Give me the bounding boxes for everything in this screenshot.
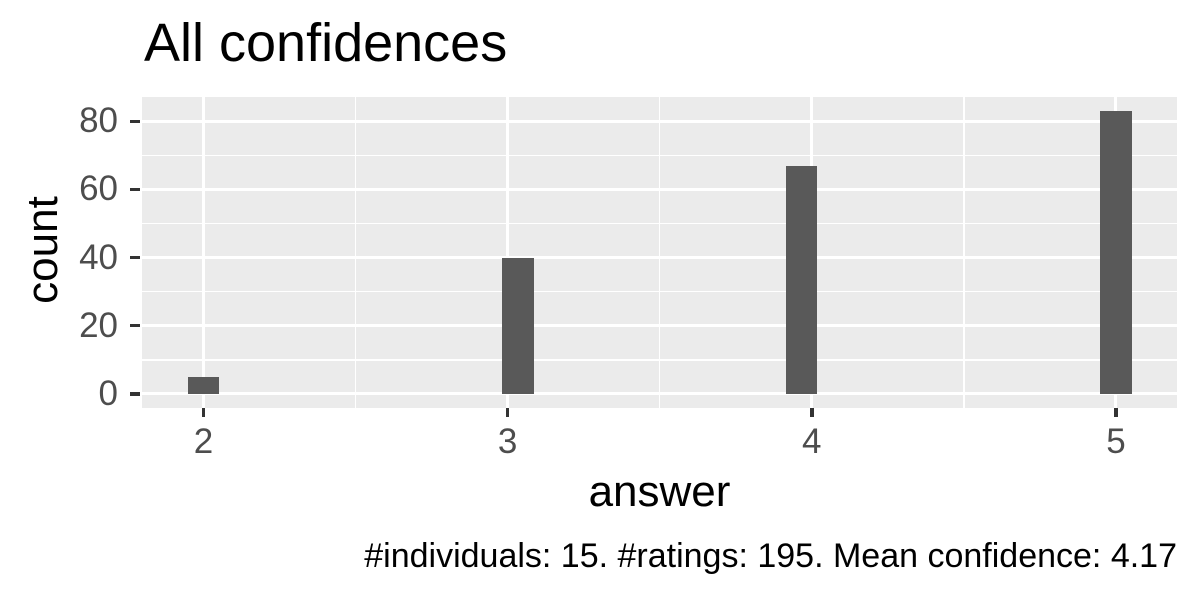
x-axis-tick-label: 2 — [193, 422, 214, 461]
minor-gridline-vertical — [658, 97, 661, 408]
x-axis-title: answer — [588, 467, 731, 516]
y-axis-tick-label: 60 — [79, 169, 118, 209]
plot-panel — [142, 97, 1177, 408]
y-axis-tick-mark — [130, 392, 140, 396]
y-axis-tick-mark — [130, 119, 140, 124]
x-axis-tick-label: 4 — [802, 422, 822, 461]
x-axis-tick-label: 5 — [1106, 422, 1126, 461]
major-gridline-horizontal — [142, 187, 1177, 191]
y-axis-title: count — [18, 196, 67, 304]
caption-text: #individuals: 15. #ratings: 195. Mean co… — [364, 537, 1177, 575]
y-axis-tick-label: 0 — [98, 373, 118, 413]
x-axis-tick-mark — [810, 408, 814, 417]
minor-gridline-vertical — [963, 97, 965, 408]
x-axis-tick-mark — [505, 408, 510, 417]
histogram-bar — [187, 376, 220, 394]
y-axis-tick-label: 20 — [79, 305, 118, 345]
y-axis-tick-mark — [130, 323, 140, 328]
major-gridline-horizontal — [142, 392, 1177, 396]
y-axis-tick-mark — [130, 255, 140, 260]
y-axis-tick-label: 80 — [79, 101, 118, 141]
chart-title: All confidences — [144, 13, 508, 73]
minor-gridline-vertical — [354, 97, 357, 408]
major-gridline-vertical — [201, 97, 205, 408]
y-axis-tick-mark — [130, 187, 140, 192]
major-gridline-vertical — [506, 97, 510, 408]
histogram-bar — [1100, 111, 1132, 394]
x-axis-tick-mark — [201, 408, 206, 417]
histogram-bar — [785, 165, 817, 394]
x-axis-tick-label: 3 — [497, 422, 518, 461]
y-axis-tick-label: 40 — [79, 237, 118, 277]
major-gridline-horizontal — [142, 256, 1177, 260]
x-axis-tick-mark — [1114, 408, 1118, 417]
histogram-bar — [502, 257, 534, 394]
major-gridline-horizontal — [142, 324, 1177, 328]
major-gridline-horizontal — [142, 119, 1177, 123]
